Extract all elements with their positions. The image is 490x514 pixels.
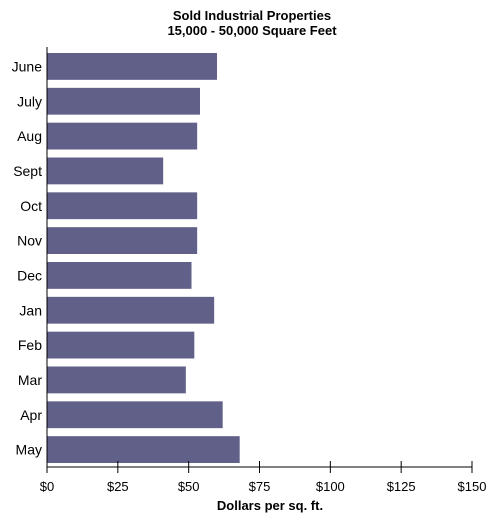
y-tick-label: Sept [13,163,42,179]
x-axis-ticks: $0 $25 $50 $75 $100 $125 $150 [40,461,487,494]
x-tick-label: $25 [107,479,129,494]
bar-jan [47,296,215,324]
y-tick-label: Feb [18,337,42,353]
bars-group [47,53,240,463]
bar-aug [47,122,198,150]
chart-subtitle: 15,000 - 50,000 Square Feet [167,23,337,38]
x-tick-label: $150 [458,479,487,494]
bar-mar [47,366,186,394]
y-tick-label: Mar [18,372,42,388]
chart-title: Sold Industrial Properties [173,8,331,23]
bar-may [47,436,240,463]
x-tick-label: $100 [316,479,345,494]
x-tick-label: $75 [249,479,271,494]
y-tick-label: Dec [17,267,42,283]
x-axis-title: Dollars per sq. ft. [217,498,323,513]
y-tick-label: Apr [20,407,42,423]
bar-feb [47,331,195,359]
bar-oct [47,192,198,220]
y-axis-labels: June July Aug Sept Oct Nov Dec Jan Feb Mar Apr May [12,58,43,457]
bar-apr [47,401,223,429]
x-tick-label: $50 [178,479,200,494]
y-tick-label: July [17,93,42,109]
x-tick-label: $125 [387,479,416,494]
bar-dec [47,262,192,289]
bar-sept [47,157,164,185]
y-tick-label: May [16,442,42,458]
x-tick-label: $0 [40,479,54,494]
y-tick-label: June [12,58,43,74]
y-tick-label: Aug [17,128,42,144]
bar-nov [47,227,198,254]
bar-june [47,53,217,80]
y-tick-label: Oct [20,198,42,214]
y-tick-label: Nov [17,233,42,249]
y-tick-label: Jan [19,302,42,318]
bar-july [47,87,200,115]
